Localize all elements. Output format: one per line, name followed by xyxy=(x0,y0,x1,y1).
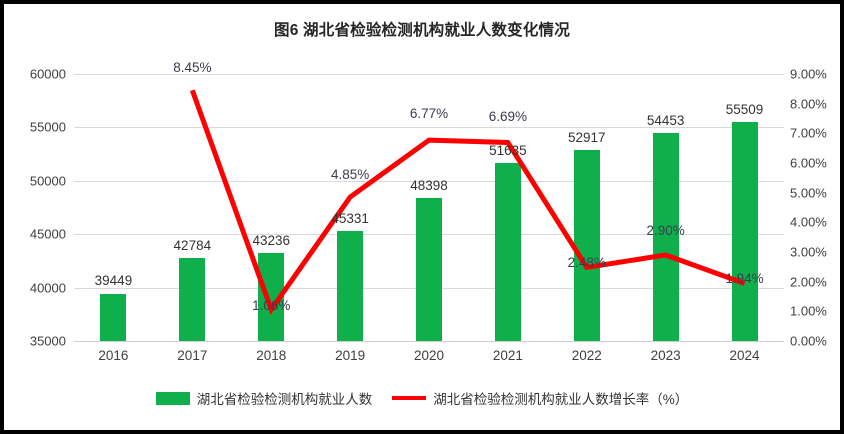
y-axis-right-tick: 3.00% xyxy=(790,244,827,260)
bar-value-label: 43236 xyxy=(252,233,290,249)
x-axis-tick: 2021 xyxy=(492,348,523,363)
y-axis-left-tick: 60000 xyxy=(29,66,66,82)
chart-legend: 湖北省检验检测机构就业人数 湖北省检验检测机构就业人数增长率（%） xyxy=(4,388,840,408)
growth-rate-label: 6.69% xyxy=(488,108,528,124)
gridline xyxy=(74,127,784,129)
line-series xyxy=(189,89,746,315)
legend-bar-label: 湖北省检验检测机构就业人数 xyxy=(196,392,373,407)
bar-value-label: 42784 xyxy=(173,237,212,253)
y-axis-left-tick: 55000 xyxy=(29,119,66,135)
gridline xyxy=(74,74,784,75)
growth-rate-label: 2.90% xyxy=(646,222,685,238)
bar-value-label: 55509 xyxy=(725,101,764,117)
y-axis-right-tick: 4.00% xyxy=(790,214,827,230)
y-axis-left-tick: 50000 xyxy=(29,173,66,189)
y-axis-right-tick: 6.00% xyxy=(790,155,827,171)
legend-line-label: 湖北省检验检测机构就业人数增长率（%） xyxy=(433,392,689,407)
bar[interactable] xyxy=(100,293,127,341)
bar-value-label: 39449 xyxy=(94,273,133,289)
x-axis-tick: 2022 xyxy=(571,348,602,363)
gridline xyxy=(74,180,784,182)
growth-rate-label: 6.77% xyxy=(409,106,449,122)
growth-rate-label: 2.48% xyxy=(567,255,606,271)
growth-rate-label: 1.94% xyxy=(725,271,764,287)
y-axis-right-tick: 9.00% xyxy=(790,66,827,82)
bar-value-label: 51635 xyxy=(489,143,527,159)
growth-rate-label: 4.85% xyxy=(330,167,370,183)
legend-item-line[interactable]: 湖北省检验检测机构就业人数增长率（%） xyxy=(392,388,688,408)
x-axis-tick: 2020 xyxy=(413,348,445,363)
y-axis-left-tick: 40000 xyxy=(29,280,66,296)
y-axis-right-tick: 5.00% xyxy=(790,185,827,201)
chart-title: 图6 湖北省检验检测机构就业人数变化情况 xyxy=(274,22,570,39)
bar-value-label: 54453 xyxy=(646,113,685,129)
bar[interactable] xyxy=(179,257,206,341)
y-axis-left-tick: 45000 xyxy=(29,226,66,242)
bar[interactable] xyxy=(416,197,442,341)
y-axis-left-tick: 35000 xyxy=(29,333,66,349)
x-axis-tick: 2023 xyxy=(650,348,681,363)
y-axis-right-tick: 8.00% xyxy=(790,96,827,112)
x-axis-tick: 2019 xyxy=(335,348,366,363)
legend-item-bar[interactable]: 湖北省检验检测机构就业人数 xyxy=(155,388,373,408)
bar-value-label: 48398 xyxy=(410,177,448,193)
bar[interactable] xyxy=(573,149,600,341)
bar[interactable] xyxy=(494,163,521,341)
bar-value-label: 52917 xyxy=(567,129,606,145)
legend-line-swatch-icon xyxy=(392,396,427,400)
bar[interactable] xyxy=(652,133,679,341)
y-axis-right-tick: 0.00% xyxy=(790,333,827,349)
bar[interactable] xyxy=(337,230,364,341)
y-axis-right-tick: 7.00% xyxy=(790,125,827,141)
plot-area xyxy=(74,74,784,342)
growth-rate-label: 8.45% xyxy=(173,60,212,76)
growth-rate-label: 1.06% xyxy=(252,297,291,313)
x-axis-tick: 2024 xyxy=(729,348,760,363)
x-axis-tick: 2018 xyxy=(256,348,287,363)
x-axis-tick: 2016 xyxy=(98,348,129,363)
growth-rate-line[interactable] xyxy=(189,89,746,315)
x-axis-tick: 2017 xyxy=(177,348,208,363)
y-axis-right-tick: 1.00% xyxy=(790,303,827,319)
gridline xyxy=(74,341,784,342)
bar-value-label: 45331 xyxy=(331,210,369,226)
bar[interactable] xyxy=(731,121,758,341)
y-axis-right-tick: 2.00% xyxy=(790,274,827,290)
legend-bar-swatch-icon xyxy=(155,391,190,405)
